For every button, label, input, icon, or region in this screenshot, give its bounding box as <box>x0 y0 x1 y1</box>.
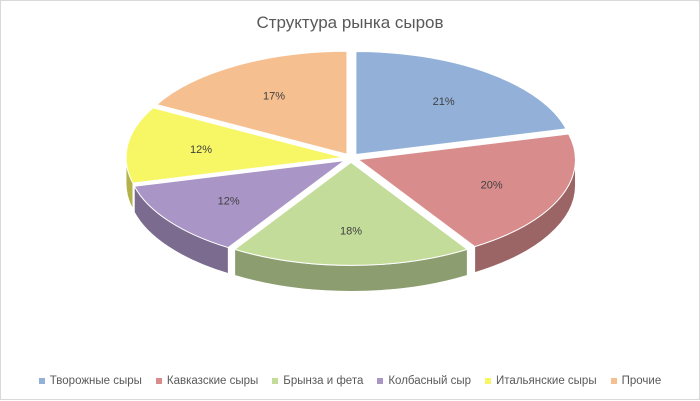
legend-item-прочие: Прочие <box>610 375 662 387</box>
chart-legend: Творожные сыры Кавказские сыры Брынза и фе… <box>1 375 699 387</box>
legend-label: Творожные сыры <box>49 375 142 387</box>
legend-swatch-творожные-сыры <box>38 378 45 384</box>
legend-item-брынза-и-фета: Брынза и фета <box>272 375 363 387</box>
pie-slice-прочие[interactable] <box>155 50 348 155</box>
data-label-творожные-сыры: 21% <box>433 96 455 108</box>
data-label-колбасный-сыр: 12% <box>218 196 240 208</box>
legend-label: Брынза и фета <box>283 375 364 387</box>
chart-title: Структура рынка сыров <box>256 13 444 32</box>
pie-slice-колбасный-сыр[interactable] <box>133 159 347 249</box>
data-label-кавказские-сыры: 20% <box>481 180 503 192</box>
data-label-итальянские-сыры: 12% <box>190 144 212 156</box>
legend-label: Итальянские сыры <box>496 375 597 387</box>
legend-swatch-брынза-и-фета <box>272 378 279 384</box>
legend-item-кавказские-сыры: Кавказские сыры <box>155 375 259 387</box>
pie-slice-кавказские-сыры[interactable] <box>357 133 576 248</box>
legend-item-колбасный-сыр: Колбасный сыр <box>377 375 471 387</box>
pie-slice-итальянские-сыры[interactable] <box>125 107 344 184</box>
legend-item-творожные-сыры: Творожные сыры <box>38 375 142 387</box>
legend-item-итальянские-сыры: Итальянские сыры <box>485 375 597 387</box>
legend-label: Прочие <box>621 375 662 387</box>
data-label-брынза-и-фета: 18% <box>340 225 362 237</box>
legend-label: Колбасный сыр <box>388 375 472 387</box>
pie-slice-брынза-и-фета[interactable] <box>233 161 469 266</box>
legend-swatch-итальянские-сыры <box>485 378 492 384</box>
legend-swatch-колбасный-сыр <box>377 378 384 384</box>
legend-swatch-кавказские-сыры <box>155 378 162 384</box>
legend-swatch-прочие <box>610 378 617 384</box>
data-label-прочие: 17% <box>263 91 285 103</box>
legend-label: Кавказские сыры <box>166 375 259 387</box>
pie-slice-творожные-сыры[interactable] <box>355 51 567 156</box>
